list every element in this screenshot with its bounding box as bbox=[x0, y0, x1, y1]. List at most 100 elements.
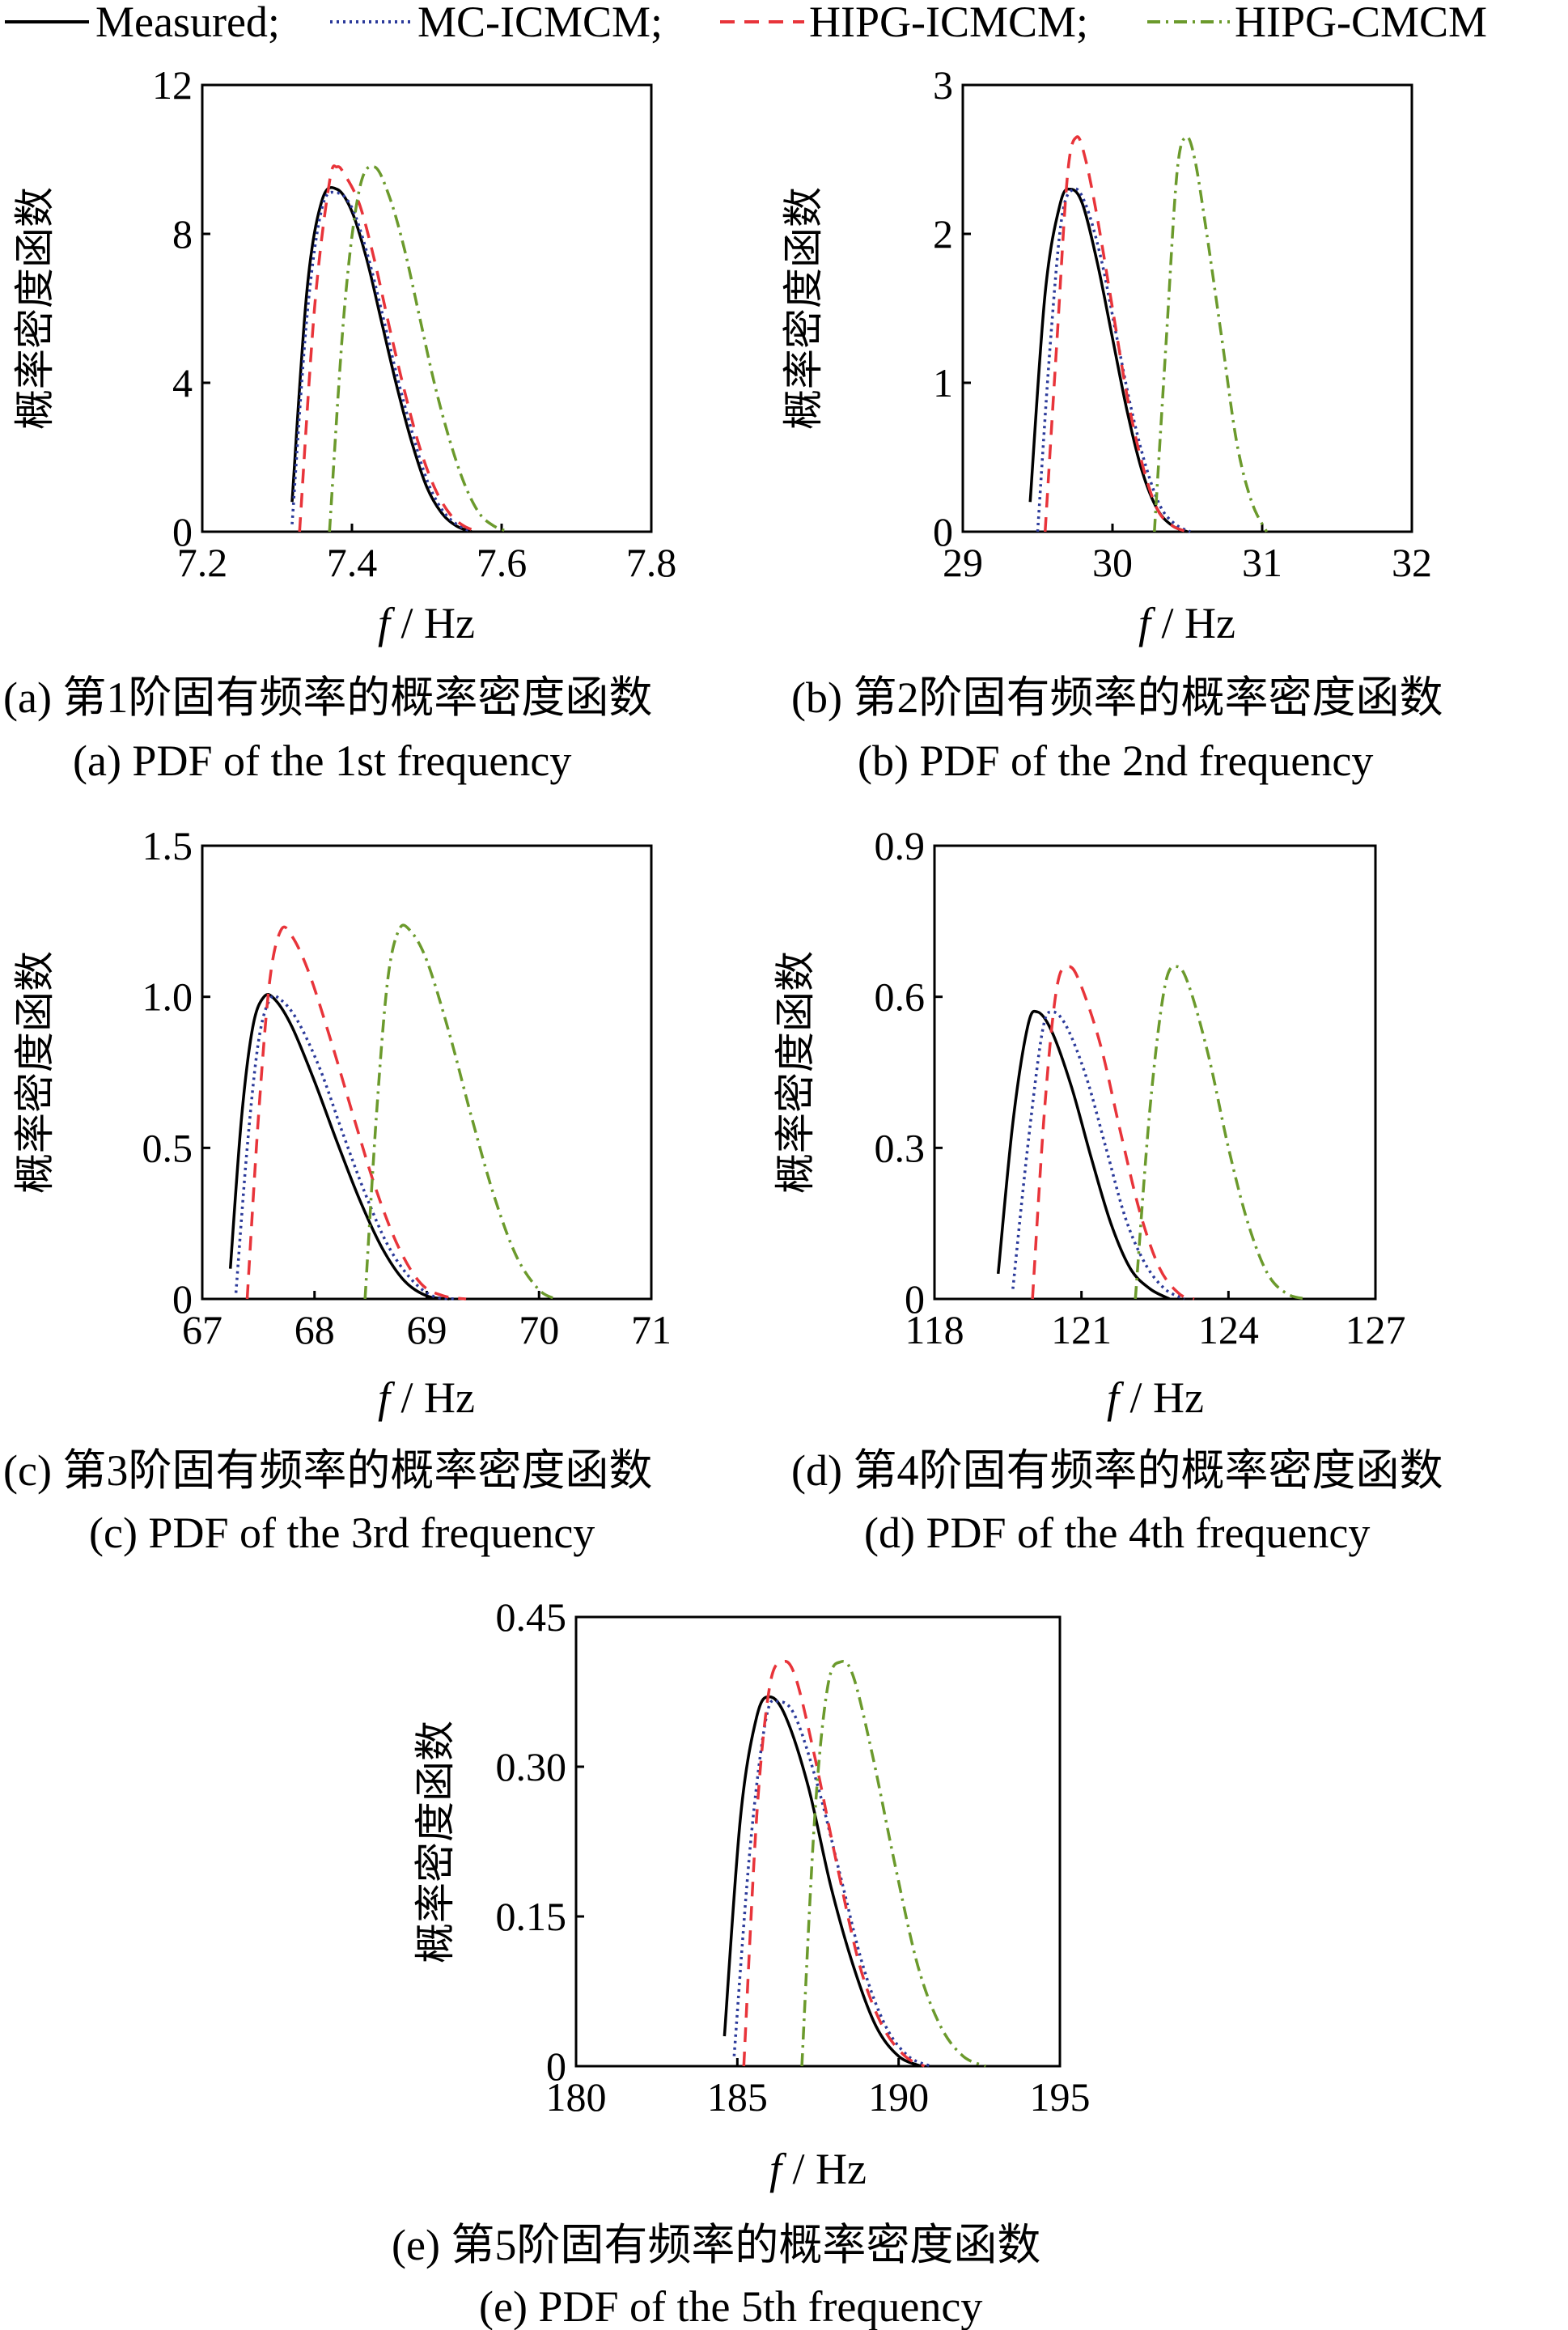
caption-en: (e) PDF of the 5th frequency bbox=[479, 2282, 982, 2330]
y-tick-label: 8 bbox=[172, 211, 193, 257]
series-hipg-icmcm bbox=[742, 1660, 926, 2068]
y-tick-label: 0 bbox=[172, 509, 193, 554]
plot-frame bbox=[933, 844, 1377, 1301]
x-axis-label: f / Hz bbox=[1138, 599, 1235, 647]
series-measured bbox=[290, 185, 473, 533]
x-tick-label: 7.4 bbox=[327, 540, 378, 585]
panel-a: 7.2 7.4 7.6 7.8 0 4 8 12 概率密度函数 f / Hz (a) 第1阶固… bbox=[3, 62, 676, 785]
y-tick-label: 1.0 bbox=[142, 974, 193, 1020]
series-mc-icmcm bbox=[732, 1699, 932, 2068]
x-tick-label: 32 bbox=[1392, 540, 1432, 585]
caption-en: (b) PDF of the 2nd frequency bbox=[858, 736, 1373, 785]
x-axis-label: f / Hz bbox=[378, 1373, 475, 1422]
series-mc-icmcm bbox=[234, 994, 456, 1301]
legend-label-measured: Measured; bbox=[95, 0, 280, 46]
series-measured bbox=[996, 1009, 1171, 1301]
series-hipg-cmcm bbox=[1153, 135, 1269, 533]
series-mc-icmcm bbox=[1011, 1010, 1185, 1301]
x-tick-label: 190 bbox=[868, 2074, 929, 2120]
y-tick-label: 1 bbox=[933, 360, 953, 405]
panel-c: 67 68 69 70 71 0 0.5 1.0 1.5 概率密度函数 f / Hz (c) 第… bbox=[3, 823, 672, 1557]
plot-curves bbox=[228, 923, 557, 1301]
x-axis-label: f / Hz bbox=[769, 2145, 867, 2193]
x-tick-label: 185 bbox=[707, 2074, 768, 2120]
x-axis-label: f / Hz bbox=[1107, 1373, 1204, 1422]
y-axis-label: 概率密度函数 bbox=[772, 951, 819, 1194]
y-tick-label: 0 bbox=[905, 1276, 925, 1322]
y-tick-label: 0.30 bbox=[496, 1744, 567, 1789]
y-axis-label: 概率密度函数 bbox=[11, 187, 58, 430]
x-tick-label: 124 bbox=[1198, 1307, 1259, 1352]
axis-ticks: 7.2 7.4 7.6 7.8 0 4 8 12 bbox=[152, 62, 676, 585]
plot-frame bbox=[201, 83, 653, 533]
y-tick-label: 0 bbox=[172, 1276, 193, 1322]
y-axis-label: 概率密度函数 bbox=[412, 1721, 459, 1963]
series-measured bbox=[723, 1695, 922, 2068]
y-tick-label: 0.5 bbox=[142, 1125, 193, 1170]
x-tick-label: 121 bbox=[1051, 1307, 1112, 1352]
y-tick-label: 2 bbox=[933, 211, 953, 257]
x-tick-label: 7.6 bbox=[477, 540, 528, 585]
y-tick-label: 4 bbox=[172, 360, 193, 405]
x-tick-label: 118 bbox=[905, 1307, 964, 1352]
series-hipg-icmcm bbox=[298, 164, 480, 533]
series-hipg-cmcm bbox=[800, 1660, 987, 2068]
panel-b: 29 30 31 32 0 1 2 3 概率密度函数 f / Hz (b) 第2阶固有频率的概… bbox=[780, 62, 1443, 785]
y-tick-label: 0.9 bbox=[875, 823, 926, 868]
plot-curves bbox=[723, 1660, 987, 2068]
legend-label-mc-icmcm: MC-ICMCM; bbox=[417, 0, 663, 46]
series-mc-icmcm bbox=[290, 190, 473, 533]
y-tick-label: 0.45 bbox=[496, 1594, 567, 1640]
series-measured bbox=[228, 993, 450, 1301]
y-tick-label: 3 bbox=[933, 62, 953, 108]
axis-ticks: 118 121 124 127 0 0.3 0.6 0.9 bbox=[875, 823, 1406, 1352]
caption-cn: (e) 第5阶固有频率的概率密度函数 bbox=[392, 2221, 1040, 2269]
y-tick-label: 0.3 bbox=[875, 1125, 926, 1170]
caption-cn: (c) 第3阶固有频率的概率密度函数 bbox=[3, 1446, 652, 1495]
legend: Measured; MC-ICMCM; HIPG-ICMCM; HIPG-CMC… bbox=[5, 0, 1487, 46]
x-tick-label: 29 bbox=[943, 540, 983, 585]
plot-curves bbox=[290, 164, 510, 533]
y-tick-label: 0.6 bbox=[875, 974, 926, 1020]
y-tick-label: 0 bbox=[933, 509, 953, 554]
y-tick-label: 0.15 bbox=[496, 1894, 567, 1939]
axis-ticks: 67 68 69 70 71 0 0.5 1.0 1.5 bbox=[142, 823, 672, 1352]
caption-en: (a) PDF of the 1st frequency bbox=[73, 736, 571, 785]
x-tick-label: 67 bbox=[182, 1307, 222, 1352]
series-hipg-cmcm bbox=[328, 165, 510, 533]
y-axis-label: 概率密度函数 bbox=[780, 187, 827, 430]
caption-en: (c) PDF of the 3rd frequency bbox=[89, 1509, 595, 1557]
plot-frame bbox=[201, 844, 653, 1301]
x-tick-label: 180 bbox=[546, 2074, 607, 2120]
x-tick-label: 30 bbox=[1092, 540, 1133, 585]
x-tick-label: 7.8 bbox=[626, 540, 677, 585]
axis-ticks: 29 30 31 32 0 1 2 3 bbox=[933, 62, 1432, 585]
caption-cn: (d) 第4阶固有频率的概率密度函数 bbox=[791, 1446, 1443, 1495]
y-tick-label: 12 bbox=[152, 62, 193, 108]
caption-cn: (a) 第1阶固有频率的概率密度函数 bbox=[3, 673, 652, 722]
plot-frame bbox=[574, 1615, 1062, 2068]
series-mc-icmcm bbox=[1036, 187, 1191, 533]
legend-label-hipg-cmcm: HIPG-CMCM bbox=[1235, 0, 1487, 46]
y-axis-label: 概率密度函数 bbox=[11, 951, 58, 1194]
series-hipg-icmcm bbox=[245, 925, 467, 1301]
x-tick-label: 70 bbox=[519, 1307, 559, 1352]
series-hipg-cmcm bbox=[363, 923, 557, 1301]
x-tick-label: 7.2 bbox=[177, 540, 228, 585]
panel-d: 118 121 124 127 0 0.3 0.6 0.9 概率密度函数 f / Hz (d)… bbox=[772, 823, 1443, 1557]
caption-en: (d) PDF of the 4th frequency bbox=[864, 1509, 1370, 1557]
axis-ticks: 180 185 190 195 0 0.15 0.30 0.45 bbox=[496, 1594, 1091, 2120]
plot-curves bbox=[996, 965, 1307, 1301]
series-hipg-icmcm bbox=[1031, 965, 1195, 1301]
legend-label-hipg-icmcm: HIPG-ICMCM; bbox=[809, 0, 1088, 46]
x-tick-label: 127 bbox=[1346, 1307, 1406, 1352]
series-hipg-cmcm bbox=[1134, 965, 1307, 1301]
x-tick-label: 195 bbox=[1030, 2074, 1091, 2120]
plot-frame bbox=[961, 83, 1413, 533]
caption-cn: (b) 第2阶固有频率的概率密度函数 bbox=[791, 673, 1443, 722]
y-tick-label: 1.5 bbox=[142, 823, 193, 868]
y-tick-label: 0 bbox=[546, 2044, 566, 2089]
x-tick-label: 71 bbox=[631, 1307, 672, 1352]
